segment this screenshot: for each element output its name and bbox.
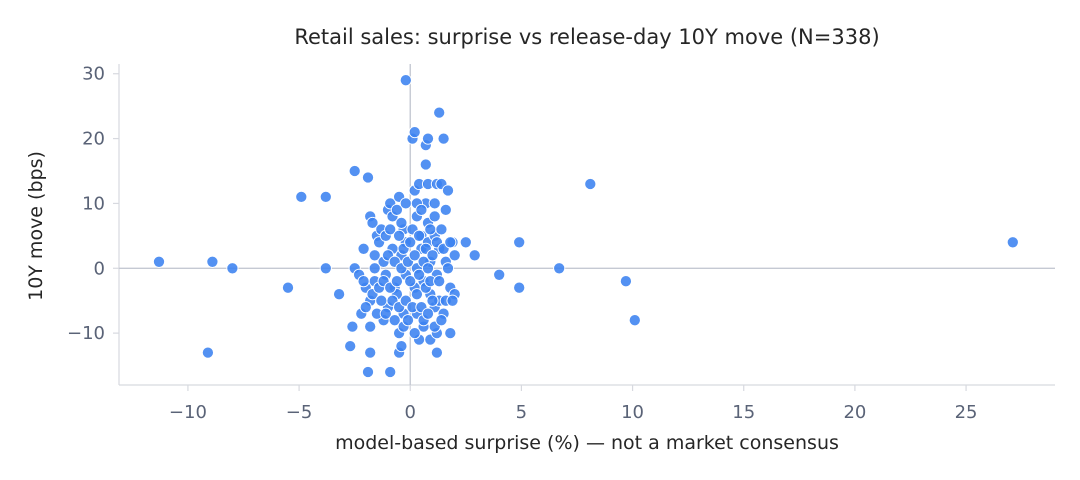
data-point <box>319 190 332 203</box>
data-point <box>366 216 379 229</box>
data-point <box>399 197 412 210</box>
x-tick-label: 0 <box>405 402 416 423</box>
data-point <box>441 184 455 197</box>
data-point <box>428 210 441 223</box>
data-point <box>421 307 435 320</box>
y-tick-label: −10 <box>67 323 105 344</box>
data-point <box>295 190 308 203</box>
data-point <box>399 74 412 87</box>
data-point <box>426 294 439 307</box>
y-axis-label: 10Y move (bps) <box>25 151 47 301</box>
data-point <box>346 320 359 333</box>
data-point <box>404 236 417 249</box>
data-point <box>433 106 446 119</box>
x-tick-label: −5 <box>286 402 313 423</box>
data-point <box>421 132 435 145</box>
data-point <box>468 249 481 262</box>
data-point <box>448 249 461 262</box>
x-tick-label: 15 <box>732 402 755 423</box>
data-point <box>368 249 381 262</box>
data-point <box>421 262 435 275</box>
x-tick-label: −10 <box>169 402 207 423</box>
data-point <box>628 314 641 327</box>
data-point <box>206 255 219 268</box>
data-point <box>364 346 377 359</box>
data-point <box>348 164 361 178</box>
data-point <box>435 314 448 327</box>
data-point <box>513 236 526 249</box>
data-point <box>364 320 377 333</box>
data-point <box>357 275 370 288</box>
data-point <box>441 262 455 275</box>
data-point <box>384 223 397 236</box>
data-point <box>379 307 392 320</box>
y-tick-label: 20 <box>82 129 105 150</box>
data-point <box>446 294 459 307</box>
y-tick-label: 0 <box>94 258 105 279</box>
x-tick-label: 5 <box>516 402 527 423</box>
data-point <box>404 275 417 288</box>
data-point <box>413 229 426 242</box>
plot-area: −10 −5 0 5 10 15 20 25 −10 0 10 20 30 <box>67 64 1055 423</box>
data-point <box>344 340 357 353</box>
data-point <box>395 216 408 229</box>
y-tick-label: 10 <box>82 193 105 214</box>
data-point <box>410 288 423 301</box>
x-tick-label: 25 <box>955 402 978 423</box>
data-point <box>439 203 452 216</box>
data-point <box>444 327 457 340</box>
data-point <box>201 346 214 359</box>
data-point <box>390 275 403 288</box>
data-point <box>459 236 472 249</box>
data-point <box>368 262 381 275</box>
data-point <box>493 268 506 281</box>
data-point <box>319 262 332 275</box>
data-point <box>419 158 432 171</box>
x-tick-label: 10 <box>621 402 644 423</box>
data-point <box>408 249 421 262</box>
data-point <box>426 249 439 262</box>
data-point <box>584 177 597 191</box>
data-point <box>433 275 446 288</box>
data-point <box>395 340 408 353</box>
data-point <box>513 281 526 294</box>
data-point <box>430 346 443 359</box>
chart-title: Retail sales: surprise vs release-day 10… <box>294 25 879 49</box>
data-point <box>152 255 166 268</box>
data-point <box>361 365 375 379</box>
data-point <box>437 132 450 145</box>
data-point <box>361 171 375 184</box>
data-point <box>415 203 428 216</box>
data-point <box>1006 236 1019 249</box>
data-point <box>384 365 397 379</box>
data-point <box>428 197 441 210</box>
data-point <box>393 229 406 242</box>
data-point <box>333 288 346 301</box>
data-point <box>435 223 448 236</box>
x-tick-label: 20 <box>843 402 866 423</box>
y-tick-label: 30 <box>82 64 105 85</box>
data-point <box>413 268 426 281</box>
data-point <box>424 223 437 236</box>
data-point <box>357 242 370 255</box>
data-point <box>619 275 632 288</box>
data-point <box>408 327 421 340</box>
data-point <box>444 236 457 249</box>
data-point <box>375 294 388 307</box>
data-point <box>359 301 372 314</box>
data-point <box>281 281 295 294</box>
x-axis-label: model-based surprise (%) — not a market … <box>335 432 839 454</box>
data-point <box>408 126 421 139</box>
data-point <box>553 262 566 275</box>
data-point <box>401 314 415 327</box>
data-point <box>226 262 239 275</box>
data-point <box>388 314 401 327</box>
data-point <box>390 203 403 216</box>
